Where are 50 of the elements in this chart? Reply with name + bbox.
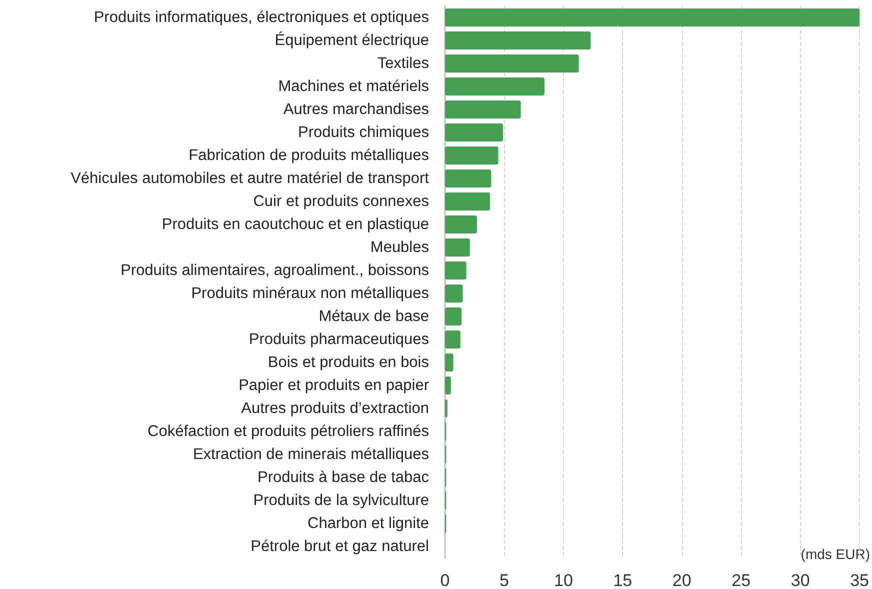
y-tick-label: Fabrication de produits métalliques <box>188 147 430 164</box>
y-tick-label: Véhicules automobiles et autre matériel de transport <box>70 170 430 187</box>
y-tick-label: Meubles <box>370 239 430 256</box>
y-tick-label: Produits chimiques <box>298 124 430 141</box>
bar <box>445 262 466 280</box>
bar <box>445 124 504 142</box>
y-tick-label: Produits à base de tabac <box>258 469 430 486</box>
y-tick-label: Autres produits d’extraction <box>241 400 429 417</box>
y-tick-label: Cokéfaction et produits pétroliers raffinés <box>148 423 430 440</box>
x-tick-label: 15 <box>613 571 632 589</box>
bar <box>445 330 460 348</box>
y-tick-label: Papier et produits en papier <box>238 377 429 394</box>
bar <box>445 238 470 256</box>
x-axis-title: (mds EUR) <box>800 546 870 562</box>
bar <box>445 354 454 372</box>
x-tick-label: 20 <box>672 571 692 589</box>
bar <box>445 170 492 188</box>
x-tick-label: 10 <box>554 571 573 589</box>
y-tick-label: Métaux de base <box>318 308 429 325</box>
y-tick-label: Bois et produits en bois <box>268 354 430 371</box>
x-tick-label: 5 <box>499 571 509 589</box>
x-tick-label: 0 <box>440 571 450 589</box>
x-tick-label: 30 <box>790 571 810 589</box>
y-tick-label: Équipement électrique <box>274 31 429 49</box>
y-tick-label: Textiles <box>377 55 430 72</box>
bar <box>445 8 860 26</box>
bar <box>445 54 579 72</box>
y-tick-label: Produits en caoutchouc et en plastique <box>162 216 429 233</box>
bar <box>445 100 521 118</box>
bar <box>445 216 477 234</box>
y-tick-label: Pétrole brut et gaz naturel <box>250 538 429 555</box>
y-tick-label: Cuir et produits connexes <box>253 193 430 210</box>
y-tick-label: Produits de la sylviculture <box>253 492 429 509</box>
bar <box>445 192 490 210</box>
y-tick-label: Produits alimentaires, agroaliment., boissons <box>120 262 430 279</box>
y-tick-label: Produits pharmaceutiques <box>248 331 430 348</box>
bar <box>445 284 463 302</box>
bar <box>445 78 544 96</box>
bar <box>445 308 462 326</box>
bar <box>445 32 591 50</box>
y-tick-label: Produits minéraux non métalliques <box>191 285 430 302</box>
bar <box>445 376 451 394</box>
y-tick-label: Charbon et lignite <box>308 515 429 532</box>
y-tick-label: Autres marchandises <box>283 101 430 118</box>
y-tick-label: Machines et matériels <box>278 78 430 95</box>
y-tick-label: Extraction de minerais métalliques <box>192 446 430 463</box>
y-tick-label: Produits informatiques, électroniques et optiques <box>94 9 430 26</box>
x-tick-label: 25 <box>732 571 751 589</box>
x-tick-label: 35 <box>850 571 870 589</box>
bar <box>445 146 498 164</box>
